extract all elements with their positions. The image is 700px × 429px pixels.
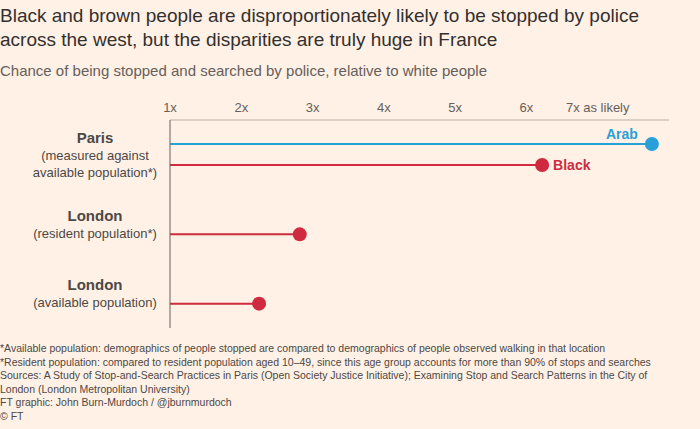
svg-text:6x: 6x — [520, 100, 534, 115]
svg-text:5x: 5x — [448, 100, 462, 115]
html-text:*Resident population: compared: *Resident population: compared to reside… — [0, 355, 651, 368]
html-text:*Available population: demogra: *Available population: demographics of p… — [0, 342, 606, 354]
svg-text:(measured against: (measured against — [41, 148, 149, 163]
svg-text:2x: 2x — [234, 100, 248, 115]
svg-text:London: London — [68, 276, 123, 293]
html-text:© FT: © FT — [0, 409, 24, 422]
svg-text:3x: 3x — [306, 100, 320, 115]
svg-text:(available population): (available population) — [33, 295, 157, 310]
svg-text:Arab: Arab — [606, 126, 638, 142]
svg-text:London: London — [68, 207, 123, 224]
svg-text:7x as likely: 7x as likely — [566, 100, 630, 115]
html-text:FT graphic: John Burn-Murdoch: FT graphic: John Burn-Murdoch / @jburnmu… — [0, 396, 232, 408]
svg-text:Black: Black — [553, 157, 591, 173]
html-text:Chance of being stopped and se: Chance of being stopped and searched by … — [0, 62, 487, 79]
html-text:Black and brown people are dis: Black and brown people are disproportion… — [0, 5, 639, 50]
html-text:Sources: A Study of Stop-and-S: Sources: A Study of Stop-and-Search Prac… — [0, 369, 648, 395]
svg-text:available population*): available population*) — [33, 165, 157, 180]
svg-text:4x: 4x — [377, 100, 391, 115]
svg-text:(resident population*): (resident population*) — [33, 226, 157, 241]
svg-text:1x: 1x — [163, 100, 177, 115]
svg-text:Paris: Paris — [77, 129, 114, 146]
